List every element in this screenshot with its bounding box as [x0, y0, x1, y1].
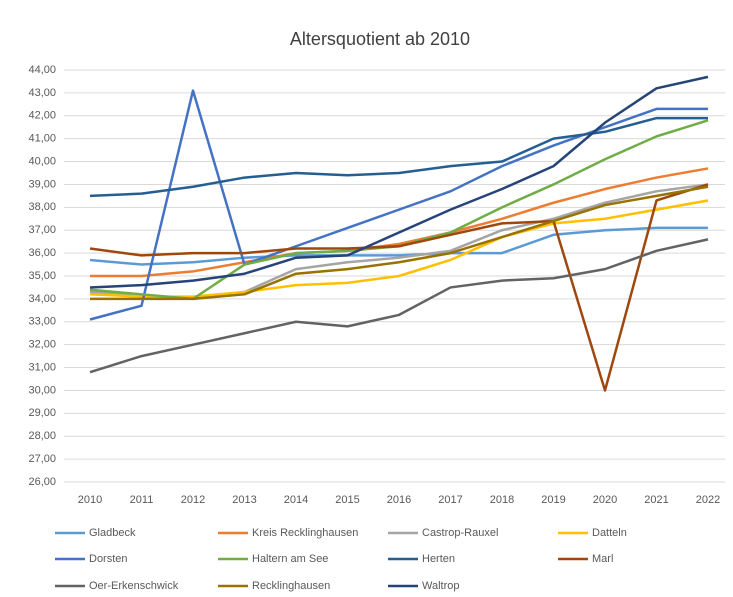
chart-title: Altersquotient ab 2010 [290, 29, 470, 49]
legend-label: Castrop-Rauxel [422, 527, 498, 539]
y-tick-label: 40,00 [28, 155, 56, 167]
y-tick-label: 44,00 [28, 64, 56, 76]
series-line [90, 185, 709, 301]
x-tick-label: 2016 [387, 494, 411, 506]
y-tick-label: 30,00 [28, 384, 56, 396]
y-tick-label: 31,00 [28, 361, 56, 373]
series-line [89, 199, 709, 298]
x-tick-label: 2012 [181, 494, 205, 506]
x-tick-label: 2015 [335, 494, 359, 506]
y-tick-label: 41,00 [28, 133, 56, 145]
y-tick-label: 29,00 [28, 407, 56, 419]
y-tick-label: 34,00 [28, 293, 56, 305]
series-line [89, 183, 709, 392]
legend-label: Recklinghausen [252, 580, 330, 592]
x-tick-label: 2020 [593, 494, 617, 506]
y-tick-label: 39,00 [28, 178, 56, 190]
y-tick-label: 28,00 [28, 430, 56, 442]
x-tick-label: 2022 [696, 494, 720, 506]
legend-label: Haltern am See [252, 553, 328, 565]
y-tick-label: 36,00 [28, 247, 56, 259]
series-line [89, 238, 709, 374]
y-tick-label: 32,00 [28, 339, 56, 351]
y-tick-label: 27,00 [28, 453, 56, 465]
x-tick-label: 2010 [78, 494, 102, 506]
y-tick-label: 26,00 [28, 476, 56, 488]
legend-label: Datteln [592, 527, 627, 539]
x-tick-label: 2019 [541, 494, 565, 506]
y-tick-label: 35,00 [28, 270, 56, 282]
legend-label: Gladbeck [89, 527, 136, 539]
x-tick-label: 2013 [232, 494, 256, 506]
legend-label: Herten [422, 553, 455, 565]
legend-label: Waltrop [422, 580, 460, 592]
legend-label: Dorsten [89, 553, 128, 565]
y-tick-label: 42,00 [28, 110, 56, 122]
series-line [89, 89, 708, 321]
y-tick-label: 38,00 [28, 201, 56, 213]
x-tick-label: 2017 [438, 494, 462, 506]
x-tick-label: 2014 [284, 494, 308, 506]
legend-label: Marl [592, 553, 613, 565]
series-line [89, 75, 709, 289]
legend-label: Oer-Erkenschwick [89, 580, 179, 592]
y-tick-label: 33,00 [28, 316, 56, 328]
series-line [89, 116, 708, 198]
legend-label: Kreis Recklinghausen [252, 527, 358, 539]
y-tick-label: 37,00 [28, 224, 56, 236]
series-line [90, 167, 709, 278]
x-tick-label: 2021 [644, 494, 668, 506]
x-tick-label: 2011 [130, 494, 154, 506]
x-tick-label: 2018 [490, 494, 514, 506]
series-line [89, 226, 708, 266]
y-tick-label: 43,00 [28, 87, 56, 99]
